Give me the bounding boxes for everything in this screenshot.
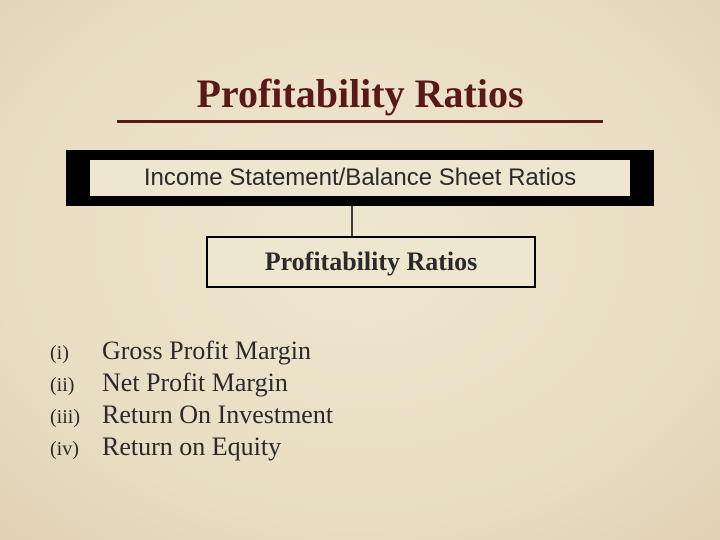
list-item: (ii) Net Profit Margin	[50, 368, 333, 398]
title-underline	[117, 120, 603, 123]
ratio-list: (i) Gross Profit Margin (ii) Net Profit …	[50, 336, 333, 464]
list-marker: (iv)	[50, 438, 102, 461]
box-income-statement: Income Statement/Balance Sheet Ratios	[66, 150, 654, 206]
list-item-label: Net Profit Margin	[102, 368, 288, 398]
page-title: Profitability Ratios	[196, 70, 523, 117]
list-item: (iv) Return on Equity	[50, 432, 333, 462]
list-item: (i) Gross Profit Margin	[50, 336, 333, 366]
list-item: (iii) Return On Investment	[50, 400, 333, 430]
list-marker: (i)	[50, 342, 102, 365]
list-item-label: Return on Equity	[102, 432, 281, 462]
list-marker: (ii)	[50, 374, 102, 397]
connector-line	[351, 206, 353, 236]
box-income-statement-label: Income Statement/Balance Sheet Ratios	[90, 160, 630, 196]
list-item-label: Gross Profit Margin	[102, 336, 311, 366]
list-item-label: Return On Investment	[102, 400, 333, 430]
box-profitability-ratios: Profitability Ratios	[206, 236, 536, 288]
list-marker: (iii)	[50, 406, 102, 429]
